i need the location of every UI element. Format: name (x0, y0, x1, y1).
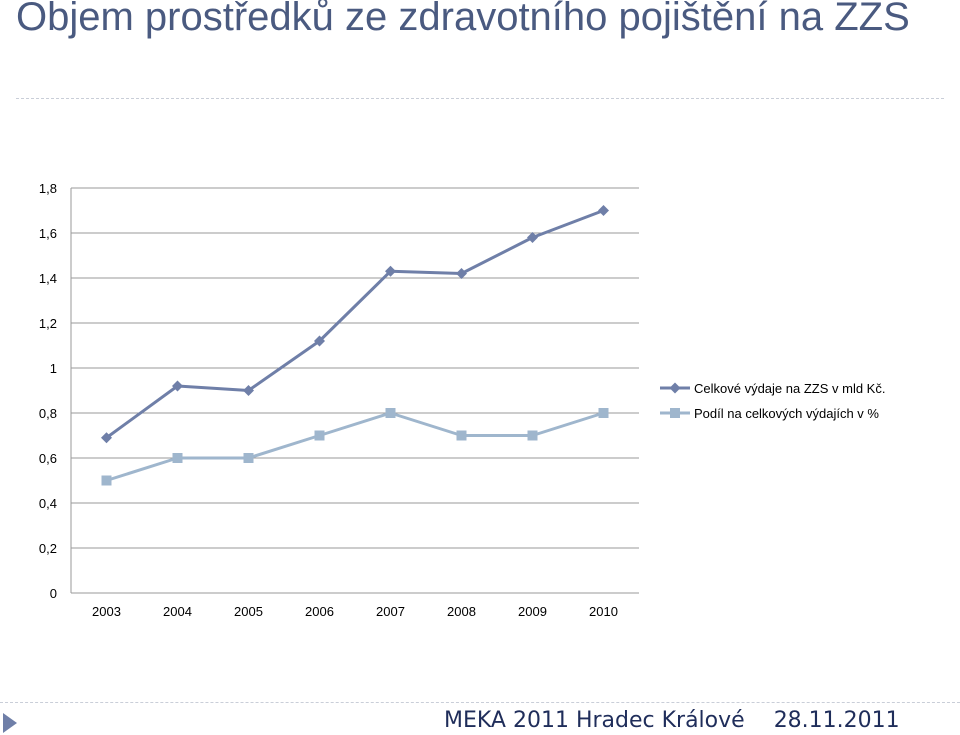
footer: MEKA 2011 Hradec Králové 28.11.2011 (444, 708, 900, 733)
data-point (385, 265, 396, 277)
x-tick-label: 2006 (305, 604, 334, 619)
y-tick-label: 1,8 (39, 181, 57, 196)
x-tick-label: 2004 (163, 604, 192, 619)
data-point (314, 335, 325, 347)
data-point (243, 385, 254, 396)
data-point (456, 430, 467, 441)
title-divider (16, 98, 944, 99)
y-tick-label: 1,6 (39, 226, 57, 241)
x-tick-label: 2003 (92, 604, 121, 619)
y-tick-label: 0,2 (39, 541, 57, 556)
x-tick-label: 2005 (234, 604, 263, 619)
data-point (172, 453, 183, 463)
data-point (243, 453, 254, 463)
line-chart: 0 0,2 0,4 0,6 0,8 1 1,2 1,4 1,6 1,8 2003 2004 2005 20… (39, 181, 886, 619)
data-point (101, 432, 112, 444)
data-point (527, 430, 538, 441)
data-point (172, 380, 183, 392)
x-tick-label: 2007 (376, 604, 405, 619)
series-line (105, 209, 605, 439)
legend-entry: Celkové výdaje na ZZS v mld Kč. (694, 381, 885, 396)
y-tick-label: 1,2 (39, 316, 57, 331)
legend-marker (669, 382, 681, 394)
legend-entry: Podíl na celkových výdajích v % (694, 406, 879, 421)
footer-event: MEKA 2011 Hradec Králové (444, 708, 745, 733)
y-tick-label: 0,6 (39, 451, 57, 466)
data-point (527, 232, 538, 243)
footer-date: 28.11.2011 (773, 708, 900, 733)
legend-marker (670, 408, 680, 418)
y-tick-label: 1 (50, 361, 57, 376)
footer-arrow-icon (3, 713, 17, 733)
y-tick-label: 1,4 (39, 271, 57, 286)
x-tick-label: 2010 (589, 604, 618, 619)
footer-divider (0, 702, 960, 703)
data-point (598, 205, 609, 216)
data-point (101, 475, 112, 486)
x-tick-label: 2009 (518, 604, 547, 619)
series-line (106, 411, 604, 482)
data-point (598, 408, 609, 418)
slide-title: Objem prostředků ze zdravotního pojištěn… (16, 0, 910, 39)
data-point (456, 268, 467, 279)
x-tick-label: 2008 (447, 604, 476, 619)
y-tick-label: 0 (50, 586, 57, 601)
data-point (385, 408, 396, 418)
y-tick-label: 0,4 (39, 496, 57, 511)
y-tick-label: 0,8 (39, 406, 57, 421)
data-point (314, 430, 325, 441)
